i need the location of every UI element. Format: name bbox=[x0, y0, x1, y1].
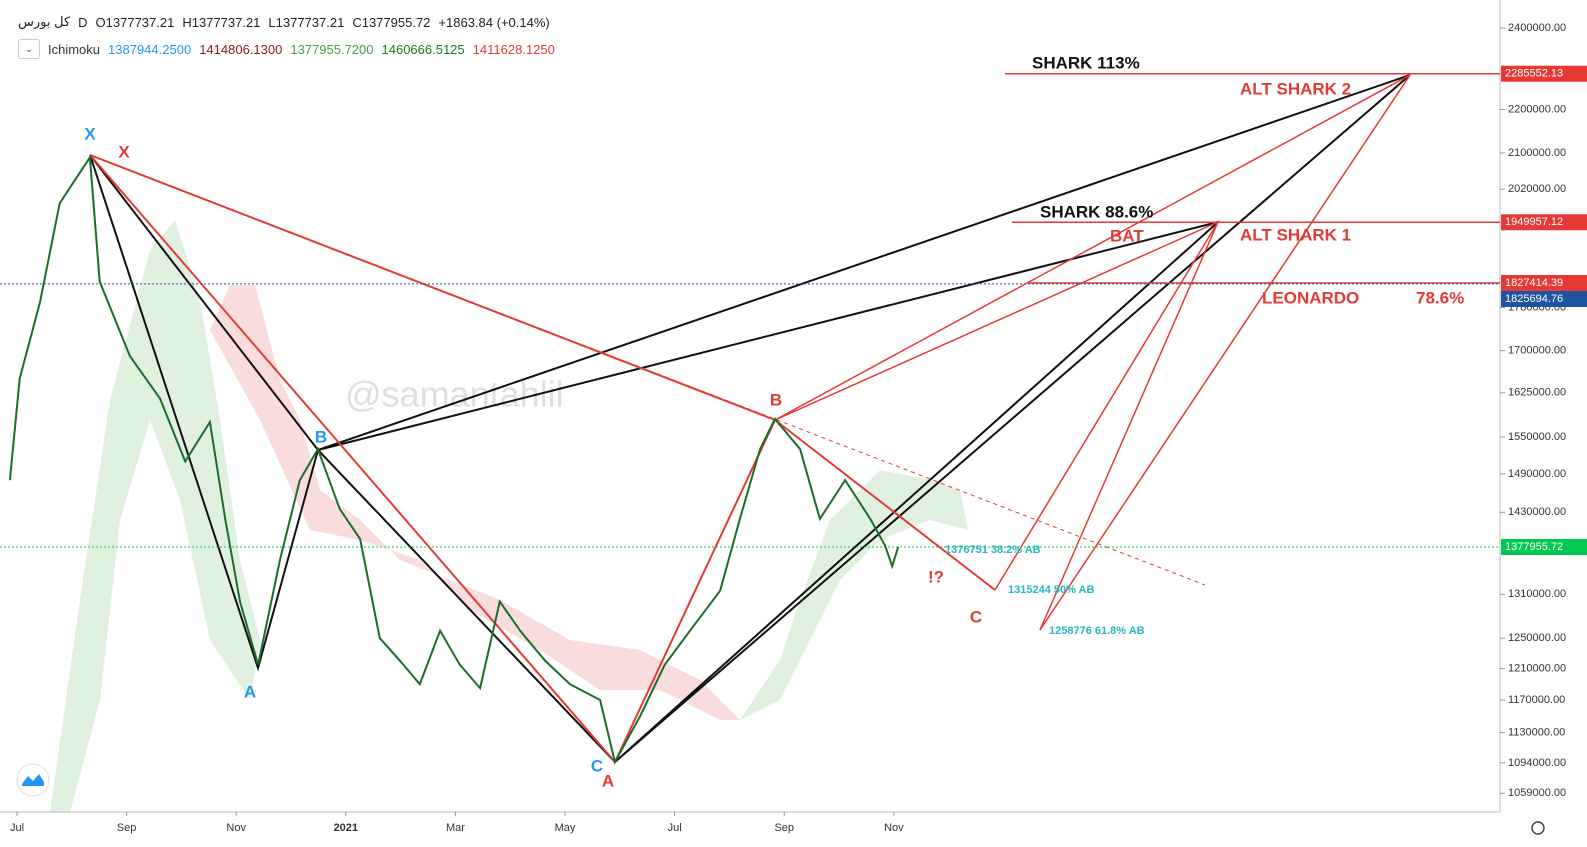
y-tick-label: 2020000.00 bbox=[1508, 183, 1566, 195]
price-label-bg bbox=[1501, 65, 1587, 82]
y-tick-label: 1625000.00 bbox=[1508, 387, 1566, 399]
ohlc-low: L1377737.21 bbox=[268, 14, 345, 30]
pattern-label: SHARK 113% bbox=[1032, 53, 1140, 72]
point-label: X bbox=[84, 124, 96, 143]
indicator-legend: ⌄ Ichimoku 1387944.2500 1414806.1300 13779… bbox=[18, 39, 555, 59]
settings-icon[interactable] bbox=[1531, 821, 1545, 835]
cloud-red bbox=[210, 285, 740, 720]
interval: D bbox=[78, 14, 88, 30]
price-label-bg bbox=[1501, 274, 1587, 291]
pattern-label: ALT SHARK 1 bbox=[1240, 225, 1351, 244]
y-tick-label: 2100000.00 bbox=[1508, 147, 1566, 159]
price-label: 2285552.13 bbox=[1505, 68, 1563, 80]
collapse-button[interactable]: ⌄ bbox=[18, 39, 40, 59]
xb-line bbox=[89, 154, 319, 451]
y-tick-label: 1130000.00 bbox=[1508, 726, 1565, 738]
y-tick-label: 1430000.00 bbox=[1508, 506, 1566, 518]
y-tick-label: 1170000.00 bbox=[1508, 694, 1565, 706]
trend-dashed bbox=[89, 154, 1206, 586]
plot-bg bbox=[0, 0, 1500, 812]
pattern-label: ALT SHARK 2 bbox=[1240, 79, 1351, 98]
x-tick-label: Sep bbox=[117, 822, 137, 834]
price-label: 1827414.39 bbox=[1505, 277, 1563, 289]
x-tick-label: May bbox=[555, 822, 576, 834]
cloud-green bbox=[740, 470, 968, 720]
indicator-value: 1377955.7200 bbox=[290, 41, 374, 57]
y-tick-label: 1059000.00 bbox=[1508, 787, 1566, 799]
xabc-line bbox=[89, 154, 616, 763]
y-tick-label: 2200000.00 bbox=[1508, 103, 1566, 115]
y-tick-label: 1250000.00 bbox=[1508, 632, 1566, 644]
price-label: 1949957.12 bbox=[1505, 216, 1563, 228]
pattern-label: LEONARDO bbox=[1262, 288, 1359, 307]
logo-icon bbox=[22, 774, 44, 786]
x-tick-label: Mar bbox=[446, 822, 465, 834]
alt-shark-lines bbox=[774, 74, 1411, 631]
pattern-label: 78.6% bbox=[1416, 288, 1464, 307]
y-tick-label: 1700000.00 bbox=[1508, 344, 1566, 356]
x-tick-label: 2021 bbox=[334, 822, 358, 834]
price-label-bg bbox=[1501, 214, 1587, 231]
fib-label: 1258776 61.8% AB bbox=[1049, 625, 1145, 637]
x-tick-label: Nov bbox=[226, 822, 246, 834]
point-label: B bbox=[770, 390, 782, 409]
x-tick-label: Jul bbox=[10, 822, 24, 834]
y-tick-label: 1094000.00 bbox=[1508, 757, 1566, 769]
y-tick-label: 2400000.00 bbox=[1508, 22, 1566, 34]
y-tick-label: 1210000.00 bbox=[1508, 662, 1566, 674]
x-tick-label: Nov bbox=[884, 822, 904, 834]
pattern-label: BAT bbox=[1110, 226, 1144, 245]
y-tick-label: 1550000.00 bbox=[1508, 431, 1566, 443]
logo-button[interactable] bbox=[16, 763, 50, 797]
indicator-name: Ichimoku bbox=[48, 41, 101, 57]
fib-label: 1315244 50% AB bbox=[1008, 584, 1094, 596]
y-tick-label: 1490000.00 bbox=[1508, 468, 1566, 480]
ohlc-close: C1377955.72 bbox=[352, 14, 431, 30]
indicator-value: 1414806.1300 bbox=[199, 41, 283, 57]
pattern-lines bbox=[89, 74, 1411, 764]
legend-header: کل بورس D O1377737.21 H1377737.21 L13777… bbox=[18, 14, 550, 30]
fib-label: 1376751 38.2% AB bbox=[945, 544, 1041, 556]
y-tick-label: 1310000.00 bbox=[1508, 588, 1566, 600]
point-label: C bbox=[970, 607, 982, 626]
price-label: 1377955.72 bbox=[1505, 541, 1563, 553]
indicator-value: 1387944.2500 bbox=[108, 41, 192, 57]
ichimoku-cloud bbox=[50, 220, 968, 812]
point-label: X bbox=[118, 142, 130, 161]
indicator-value: 1411628.1250 bbox=[472, 41, 555, 57]
point-label: C bbox=[591, 756, 603, 775]
price-label: 1825694.76 bbox=[1505, 293, 1563, 305]
ohlc-open: O1377737.21 bbox=[95, 14, 175, 30]
pattern-label: !? bbox=[928, 567, 944, 586]
x-tick-label: Sep bbox=[774, 822, 794, 834]
point-label: A bbox=[602, 771, 614, 790]
price-label-bg bbox=[1501, 290, 1587, 307]
ohlc-high: H1377737.21 bbox=[182, 14, 261, 30]
symbol: کل بورس bbox=[18, 14, 71, 29]
price-label-bg bbox=[1501, 539, 1587, 556]
ohlc-change: +1863.84 (+0.14%) bbox=[438, 14, 550, 30]
cloud-green bbox=[50, 220, 260, 812]
watermark: @samantahlil bbox=[345, 374, 564, 415]
indicator-value: 1460666.5125 bbox=[381, 41, 465, 57]
x-tick-label: Jul bbox=[668, 822, 682, 834]
point-label: A bbox=[244, 682, 256, 701]
xabc-red-line bbox=[89, 154, 996, 764]
pattern-label: SHARK 88.6% bbox=[1040, 202, 1153, 221]
point-label: B bbox=[315, 427, 327, 446]
price-line-series bbox=[8, 154, 900, 765]
